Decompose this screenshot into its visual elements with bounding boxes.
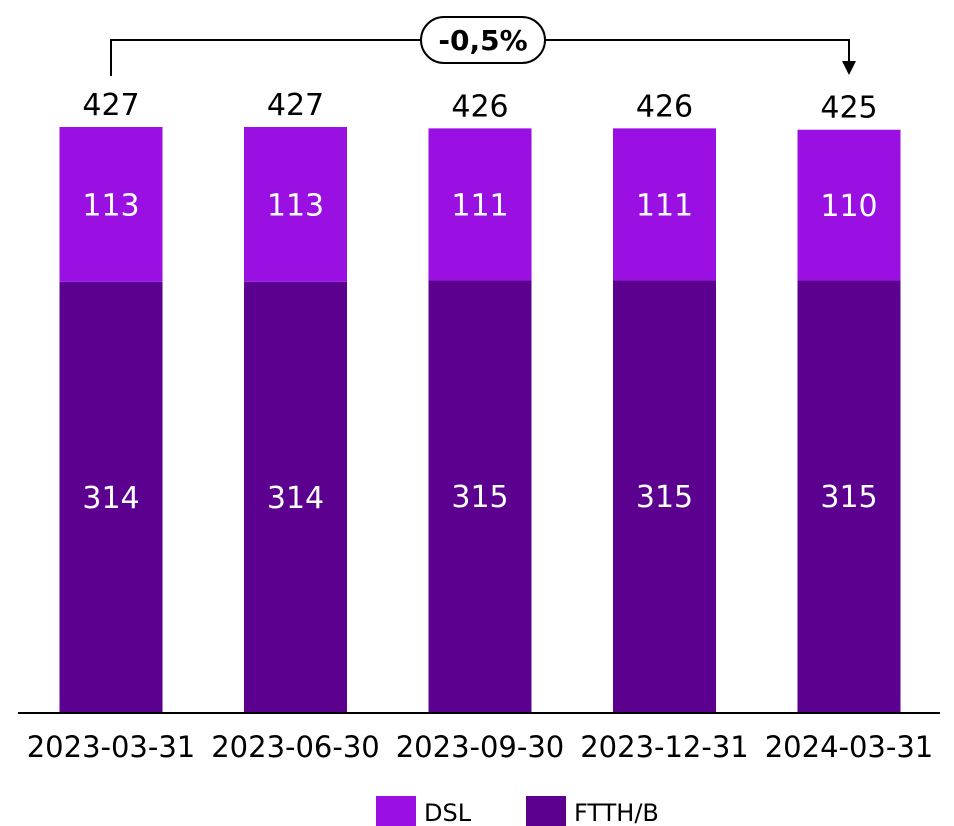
bar-ftth-b-1 [59,281,163,712]
bar-dsl-5 [797,129,901,281]
bar-ftth-b-4 [613,280,716,712]
bar-ftth-b-5 [797,280,901,712]
total-label-4: 426 [636,89,693,124]
annotation-pill [420,16,546,64]
category-label-1: 2023-03-31 [27,730,196,764]
total-label-5: 425 [820,91,877,126]
total-label-3: 426 [451,89,508,124]
total-label-1: 427 [82,88,139,123]
value-label-dsl-4: 111 [636,188,693,223]
category-label-3: 2023-09-30 [396,730,565,764]
value-label-dsl-5: 110 [820,189,877,224]
bar-ftth-b-2 [244,281,347,712]
bar-dsl-1 [59,127,163,282]
legend-swatch-ftth-b [526,796,566,826]
bar-dsl-4 [613,128,716,281]
legend-label-ftth-b: FTTH/B [574,799,659,826]
legend-label-dsl: DSL [424,799,472,826]
annotation-text: -0,5% [438,24,527,57]
labels-layer: 314 113 427 2023-03-31 314 113 427 2023-06-30 31… [27,88,934,764]
bar-dsl-2 [244,127,347,282]
bars-layer [59,127,901,712]
value-label-dsl-2: 113 [267,188,324,223]
value-label-ftth-b-4: 315 [636,480,693,515]
arrow-down-icon [842,61,856,75]
legend: DSL FTTH/B [376,796,659,826]
value-label-dsl-1: 113 [82,188,139,223]
bracket-left-line [110,39,421,76]
value-label-ftth-b-5: 315 [820,480,877,515]
total-label-2: 427 [267,88,324,123]
category-label-4: 2023-12-31 [580,730,749,764]
bar-ftth-b-3 [428,280,532,712]
category-label-5: 2024-03-31 [765,730,934,764]
value-label-ftth-b-1: 314 [82,481,139,516]
bracket-right-line [545,39,850,62]
change-annotation: -0,5% [110,16,856,76]
legend-swatch-dsl [376,796,416,826]
value-label-dsl-3: 111 [451,188,508,223]
value-label-ftth-b-2: 314 [267,481,324,516]
value-label-ftth-b-3: 315 [451,480,508,515]
bar-dsl-3 [428,128,532,281]
category-label-2: 2023-06-30 [211,730,380,764]
